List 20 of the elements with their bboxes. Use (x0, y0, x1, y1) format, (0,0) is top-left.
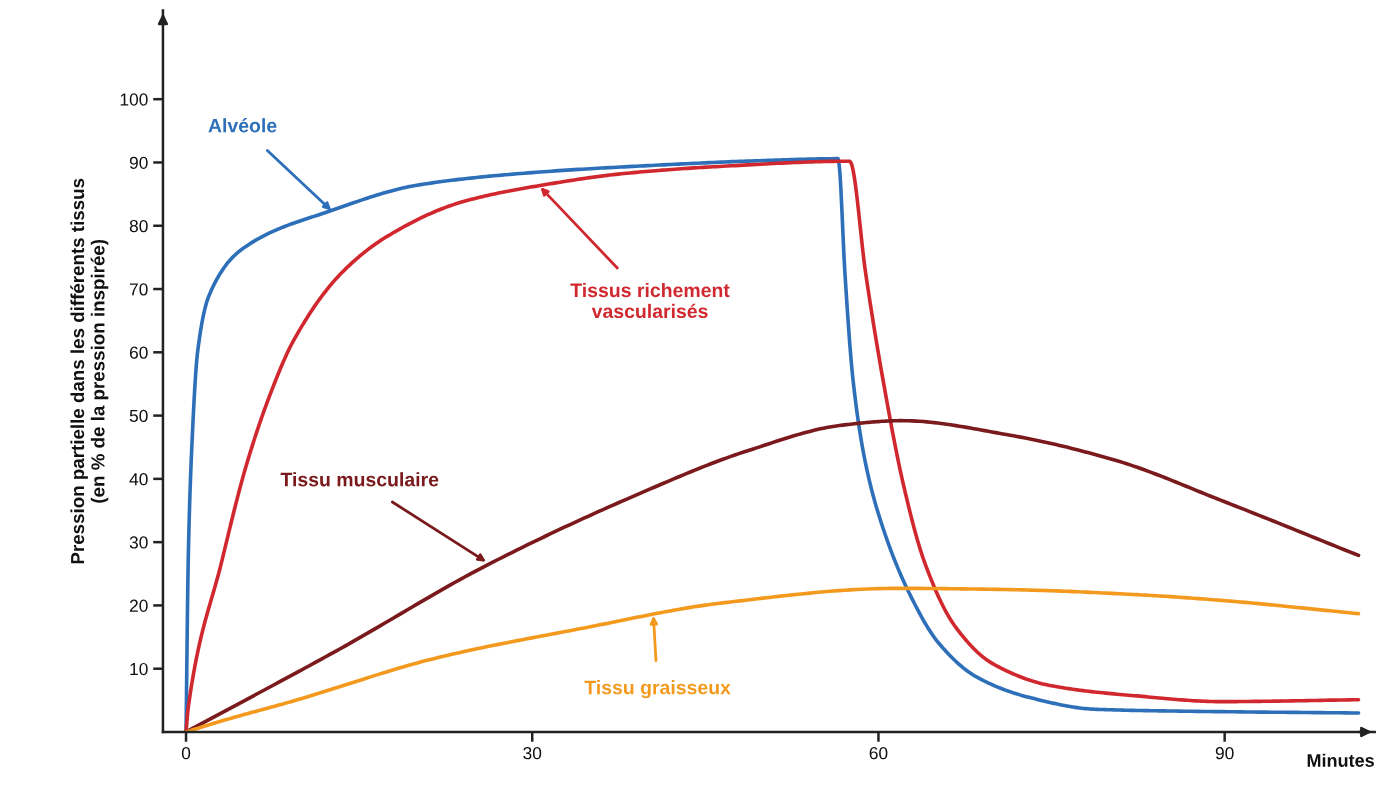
y-axis-title: Pression partielle dans les différents tissus (en % de la pression inspirée) (70, 178, 109, 564)
annotation: Tissus richement vascularisés (570, 282, 730, 319)
y-tick-label: 90 (129, 156, 148, 169)
y-tick-label: 60 (129, 346, 148, 359)
annotation: Alvéole (208, 118, 277, 133)
y-tick-label: 30 (129, 536, 148, 549)
y-tick-label: 50 (129, 409, 148, 423)
annotation: Tissu graisseux (584, 680, 731, 699)
y-tick-label: 80 (129, 219, 148, 233)
annotation: Tissu musculaire (280, 472, 439, 487)
x-tick-label: 0 (181, 747, 191, 760)
x-tick-label: 30 (523, 747, 542, 760)
y-tick-label: 10 (130, 662, 148, 676)
y-tick-label: 40 (129, 473, 148, 486)
y-tick-label: 100 (120, 93, 148, 106)
y-tick-label: 20 (129, 599, 148, 612)
x-tick-label: 90 (1215, 747, 1234, 760)
y-tick-label: 70 (129, 283, 148, 296)
x-axis-title: Minutes (1307, 753, 1374, 767)
x-tick-label: 60 (869, 747, 888, 760)
